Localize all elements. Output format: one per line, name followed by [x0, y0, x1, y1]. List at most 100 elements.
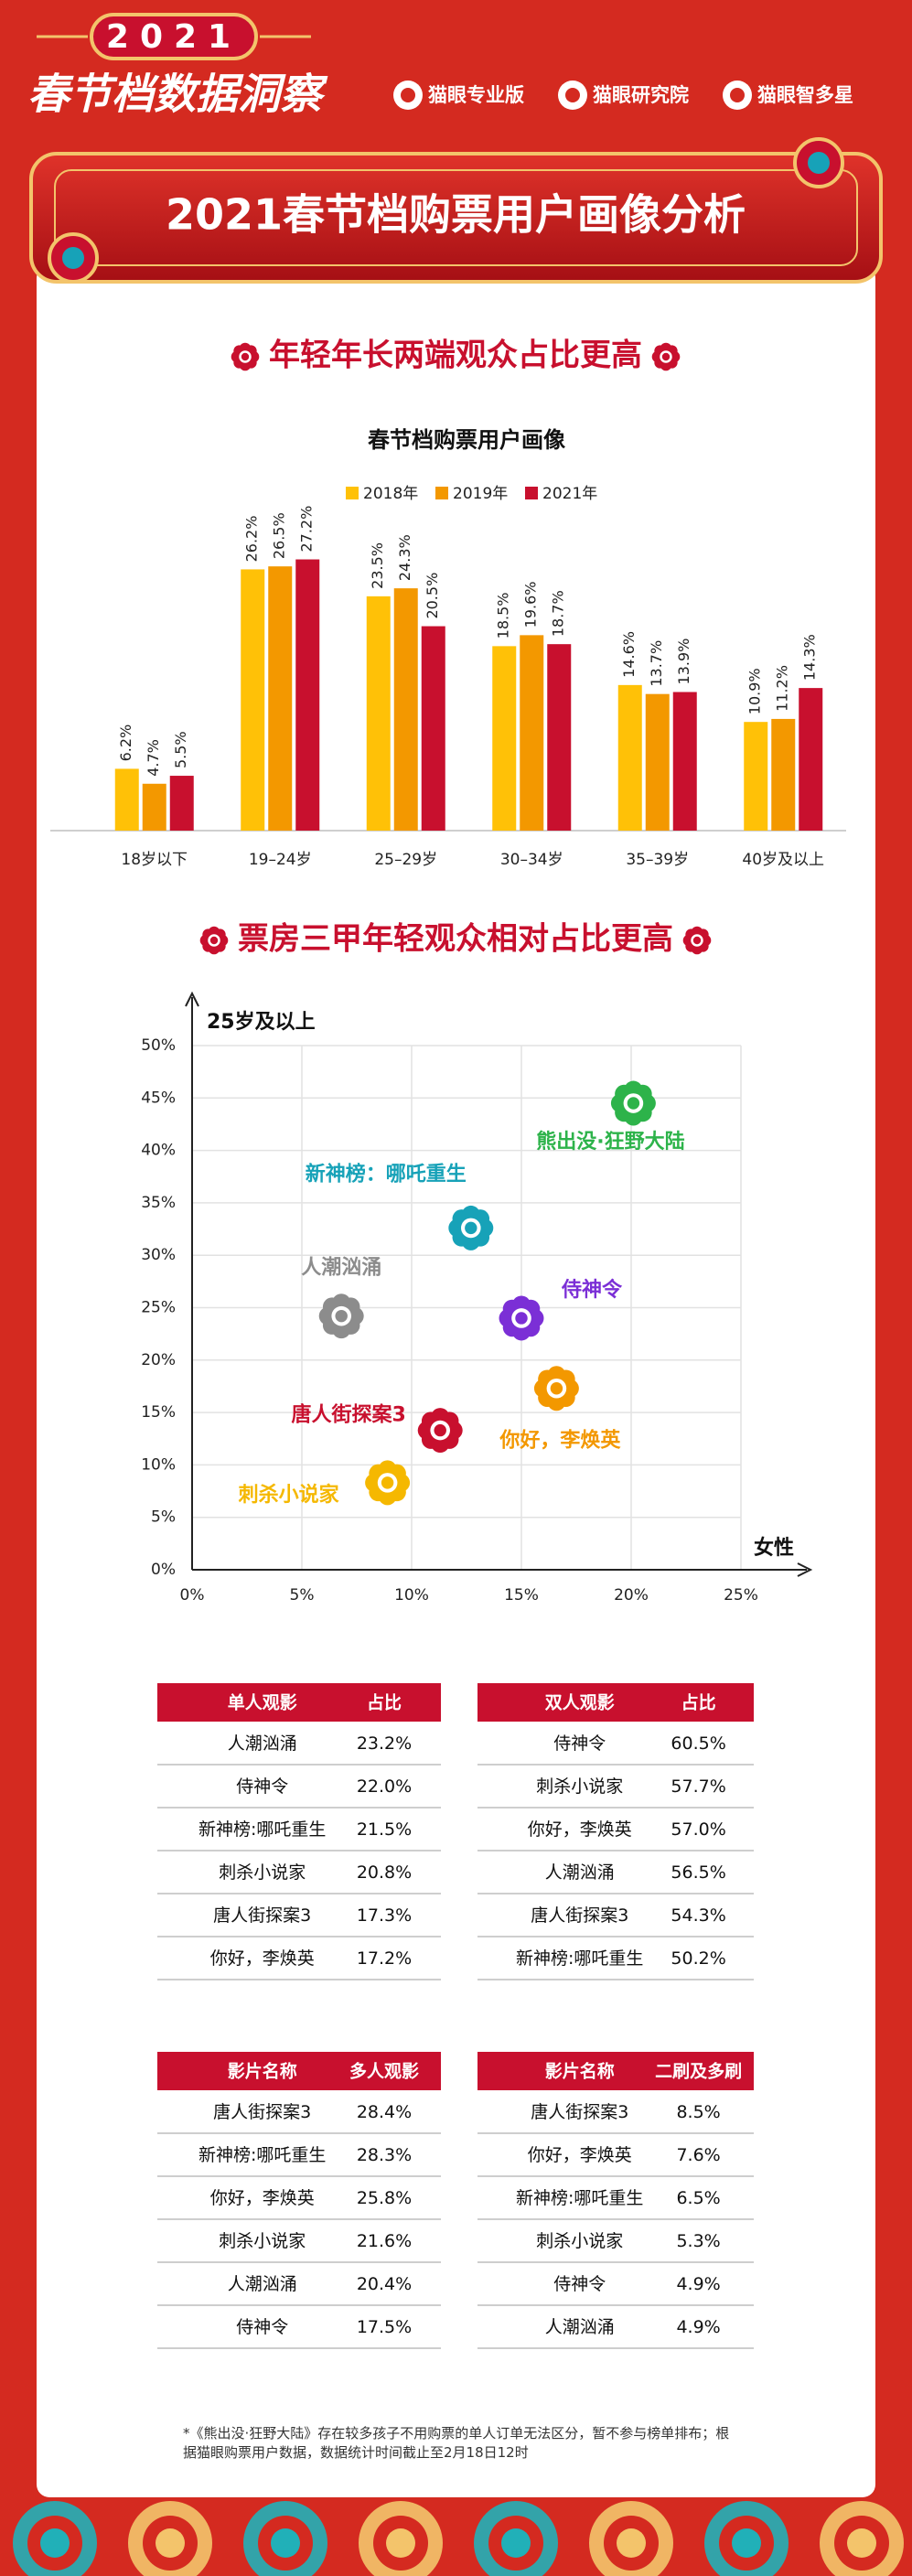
bar: [114, 768, 139, 831]
table-cell: 54.3%: [671, 1905, 725, 1926]
cloud: [617, 2528, 646, 2558]
table-cell: 侍神令: [553, 1733, 606, 1754]
table-cell: 侍神令: [553, 2274, 606, 2294]
table-cell: 你好，李焕英: [528, 1819, 632, 1840]
bar: [366, 596, 391, 831]
petal-core: [692, 936, 702, 945]
point-label: 熊出没·狂野大陆: [536, 1130, 684, 1154]
logo-text: 猫眼专业版: [428, 84, 524, 106]
table-cell: 25.8%: [357, 2188, 412, 2208]
table-cell: 人潮汹涌: [228, 2274, 297, 2294]
value-label: 24.3%: [396, 534, 413, 581]
table-cell: 57.7%: [671, 1776, 725, 1797]
bar: [799, 688, 823, 831]
bar: [547, 644, 572, 831]
x-tick-label: 18岁以下: [121, 851, 188, 869]
footnote: *《熊出没·狂野大陆》存在较多孩子不用购票的单人订单无法区分，暂不参与榜单排布；…: [183, 2425, 730, 2461]
x-tick-label: 10%: [394, 1586, 429, 1605]
point-label: 唐人街探案3: [292, 1403, 406, 1427]
legend-label: 2019年: [453, 485, 508, 503]
value-label: 20.5%: [424, 573, 441, 619]
value-label: 10.9%: [746, 668, 764, 714]
bar: [421, 626, 445, 831]
table-cell: 8.5%: [676, 2102, 720, 2122]
table-cell: 17.2%: [357, 1948, 412, 1969]
petal-core: [335, 1309, 348, 1323]
table-cell: 人潮汹涌: [228, 1733, 297, 1754]
value-label: 23.5%: [369, 542, 386, 589]
value-label: 14.3%: [801, 634, 819, 681]
table-cell: 人潮汹涌: [545, 1862, 615, 1883]
table-cell: 侍神令: [236, 2317, 288, 2337]
ornament: [62, 247, 84, 269]
table-cell: 28.4%: [357, 2102, 412, 2122]
legend-swatch: [525, 487, 538, 499]
point: [448, 1205, 494, 1250]
table-cell: 你好，李焕英: [210, 1948, 315, 1969]
table-cell: 侍神令: [236, 1776, 288, 1797]
value-label: 5.5%: [172, 731, 189, 768]
x-tick-label: 35–39岁: [626, 851, 689, 869]
table-cell: 刺杀小说家: [536, 2231, 623, 2251]
cloud: [40, 2528, 70, 2558]
header-cell: 单人观影: [228, 1692, 297, 1713]
y-tick-label: 50%: [141, 1036, 176, 1055]
petal-core: [241, 352, 250, 361]
bar: [295, 559, 320, 831]
legend-swatch: [435, 487, 448, 499]
table-cell: 21.6%: [357, 2231, 412, 2251]
x-arrow: [797, 1562, 813, 1577]
logo-icon: [401, 88, 415, 102]
table-cell: 新神榜:哪吒重生: [516, 2188, 643, 2208]
x-tick-label: 40岁及以上: [742, 851, 824, 869]
y-tick-label: 15%: [141, 1403, 176, 1422]
cloud: [156, 2528, 185, 2558]
cloud: [501, 2528, 531, 2558]
main-title: 2021春节档购票用户画像分析: [166, 190, 746, 240]
table-header: [477, 2052, 754, 2090]
y-tick-label: 25%: [141, 1299, 176, 1317]
y-tick-label: 10%: [141, 1455, 176, 1474]
cloud: [847, 2528, 876, 2558]
table-cell: 21.5%: [357, 1819, 412, 1840]
value-label: 13.9%: [675, 639, 692, 685]
x-tick-label: 25–29岁: [374, 851, 437, 869]
header-cell: 影片名称: [228, 2061, 297, 2082]
header-cell: 双人观影: [545, 1693, 615, 1713]
table-cell: 唐人街探案3: [531, 2102, 628, 2122]
point: [318, 1293, 364, 1339]
table-cell: 56.5%: [671, 1862, 725, 1883]
table-cell: 50.2%: [671, 1948, 725, 1969]
table-cell: 你好，李焕英: [210, 2188, 315, 2208]
bar: [241, 569, 265, 831]
table-cell: 28.3%: [357, 2145, 412, 2165]
cloud: [271, 2528, 300, 2558]
point-label: 你好，李焕英: [499, 1429, 621, 1453]
table-cell: 刺杀小说家: [219, 1862, 306, 1883]
y-tick-label: 35%: [141, 1194, 176, 1212]
table-header: [157, 1683, 441, 1722]
table-cell: 20.4%: [357, 2274, 412, 2294]
x-tick-label: 0%: [180, 1586, 205, 1605]
y-axis-label: 25岁及以上: [207, 1010, 316, 1034]
header-cell: 占比: [367, 1692, 402, 1713]
logo-text: 猫眼研究院: [593, 84, 689, 106]
table-cell: 新神榜:哪吒重生: [198, 2145, 326, 2165]
table-cell: 唐人街探案3: [531, 1905, 628, 1926]
bar: [744, 722, 768, 831]
value-label: 26.5%: [271, 512, 288, 559]
point: [365, 1460, 411, 1506]
table-cell: 新神榜:哪吒重生: [198, 1819, 326, 1840]
logo-text: 猫眼智多星: [757, 84, 853, 106]
table-cell: 22.0%: [357, 1776, 412, 1797]
header-cell: 二刷及多刷: [655, 2061, 742, 2082]
table-cell: 刺杀小说家: [536, 1776, 623, 1797]
table-cell: 20.8%: [357, 1862, 412, 1883]
value-label: 14.6%: [620, 631, 638, 678]
petal-core: [209, 936, 219, 945]
bar: [645, 693, 670, 831]
x-axis-label: 女性: [754, 1536, 794, 1560]
y-tick-label: 20%: [141, 1351, 176, 1369]
table-cell: 57.0%: [671, 1819, 725, 1840]
